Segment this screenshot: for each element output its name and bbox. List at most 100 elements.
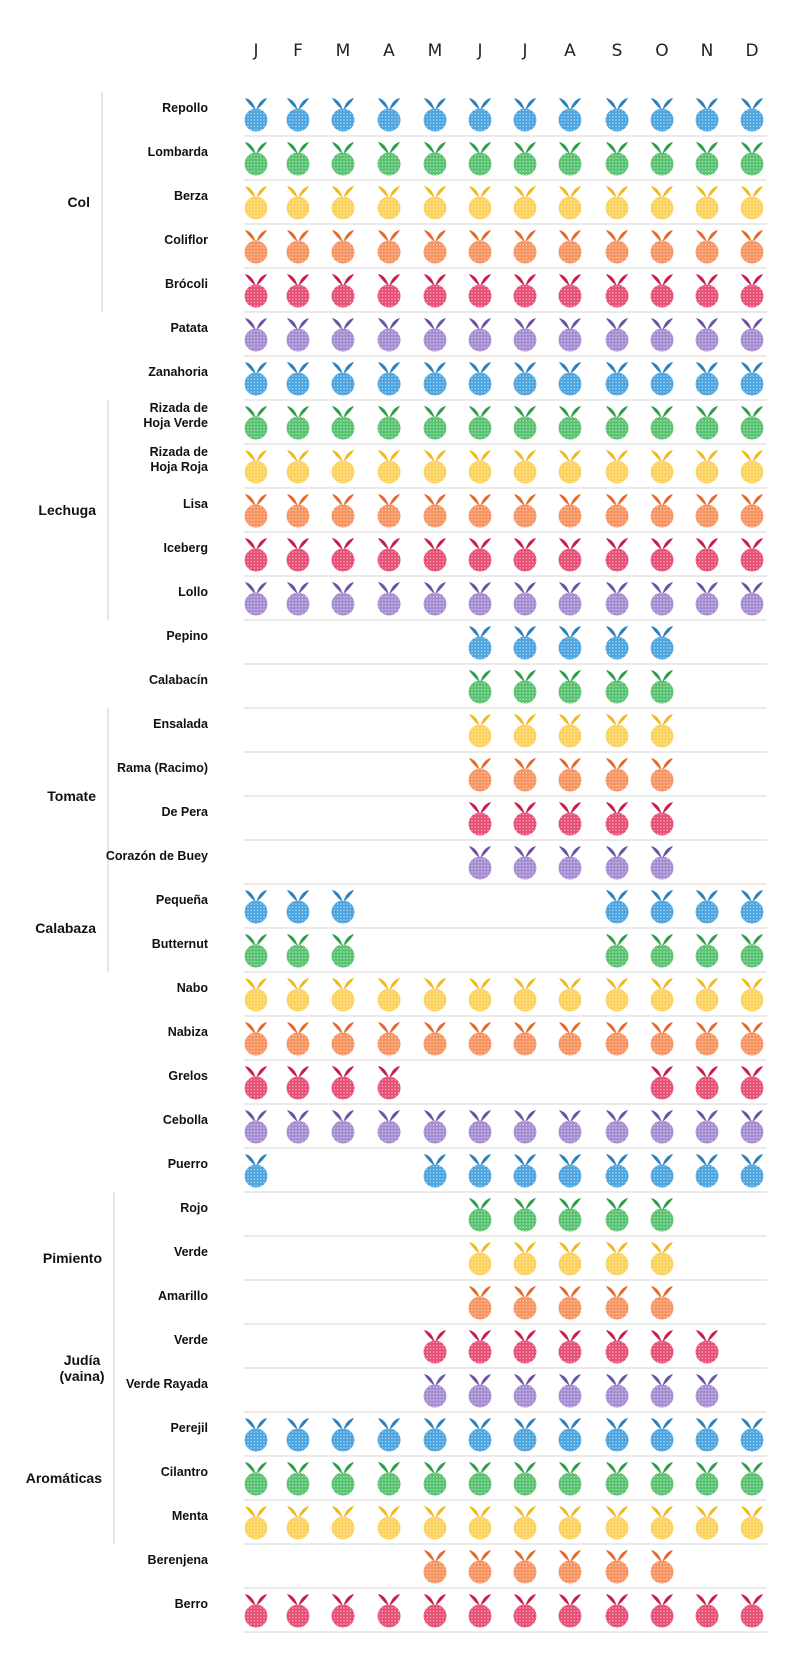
leaf-right [617,494,628,506]
leaf-right [525,1374,536,1386]
fruit-body [650,240,674,264]
row-label: Verde Rayada [126,1377,209,1391]
leaf-right [617,362,628,374]
leaf-right [570,318,581,330]
leaf-left [559,714,570,726]
leaf-right [435,450,446,462]
fruit-body [513,1384,537,1408]
fruit-mark [331,1506,355,1540]
fruit-body [377,988,401,1012]
fruit-mark [244,1022,268,1056]
leaf-right [570,802,581,814]
row-label: Puerro [168,1157,209,1171]
fruit-mark [286,450,310,484]
fruit-body [558,1252,582,1276]
leaf-right [617,406,628,418]
leaf-left [378,450,389,462]
fruit-mark [377,1594,401,1628]
leaf-left [696,1374,707,1386]
leaf-right [525,1462,536,1474]
group-label: Lechuga [38,502,96,518]
row-label: Ensalada [153,717,209,731]
fruit-body [331,108,355,132]
leaf-right [752,1462,763,1474]
leaf-right [570,1462,581,1474]
fruit-body [695,416,719,440]
leaf-left [651,1154,662,1166]
leaf-left [287,406,298,418]
fruit-body [558,372,582,396]
fruit-mark [423,1462,447,1496]
leaf-right [480,758,491,770]
leaf-right [707,934,718,946]
fruit-body [423,1032,447,1056]
row-label: Coliflor [164,233,208,247]
fruit-mark [558,186,582,220]
fruit-body [423,1384,447,1408]
leaf-right [662,890,673,902]
leaf-right [752,142,763,154]
fruit-body [558,592,582,616]
leaf-left [559,1198,570,1210]
fruit-mark [605,1242,629,1276]
fruit-mark [377,1110,401,1144]
fruit-mark [331,406,355,440]
leaf-left [332,1418,343,1430]
fruit-body [244,988,268,1012]
leaf-left [378,98,389,110]
leaf-right [525,142,536,154]
leaf-right [389,186,400,198]
leaf-right [662,494,673,506]
leaf-right [435,1110,446,1122]
fruit-mark [558,1110,582,1144]
leaf-right [617,538,628,550]
leaf-left [287,582,298,594]
fruit-mark [423,230,447,264]
leaf-left [514,1462,525,1474]
fruit-body [468,768,492,792]
fruit-mark [423,186,447,220]
leaf-right [617,1242,628,1254]
fruit-mark [650,186,674,220]
fruit-body [513,1560,537,1584]
fruit-mark [650,582,674,616]
fruit-mark [513,846,537,880]
leaf-left [424,450,435,462]
leaf-right [617,1110,628,1122]
fruit-mark [650,1198,674,1232]
fruit-body [513,416,537,440]
leaf-left [606,230,617,242]
leaf-right [480,1022,491,1034]
leaf-right [256,98,267,110]
leaf-left [514,362,525,374]
leaf-right [662,1594,673,1606]
fruit-body [650,1384,674,1408]
fruit-mark [740,450,764,484]
leaf-right [525,98,536,110]
fruit-mark [695,1506,719,1540]
leaf-left [606,1462,617,1474]
row-label: Lisa [183,497,209,511]
leaf-left [696,1022,707,1034]
fruit-mark [695,978,719,1012]
fruit-mark [650,1242,674,1276]
fruit-mark [695,318,719,352]
leaf-left [424,274,435,286]
leaf-right [707,582,718,594]
fruit-mark [695,582,719,616]
leaf-left [287,1594,298,1606]
fruit-mark [423,98,447,132]
leaf-left [469,1418,480,1430]
fruit-body [513,328,537,352]
fruit-body [468,1340,492,1364]
fruit-mark [695,98,719,132]
leaf-right [617,1154,628,1166]
fruit-body [650,284,674,308]
group-label: Judía (vaina) [59,1352,104,1384]
fruit-mark [468,538,492,572]
fruit-mark [558,494,582,528]
leaf-right [256,406,267,418]
leaf-right [662,142,673,154]
fruit-body [286,592,310,616]
